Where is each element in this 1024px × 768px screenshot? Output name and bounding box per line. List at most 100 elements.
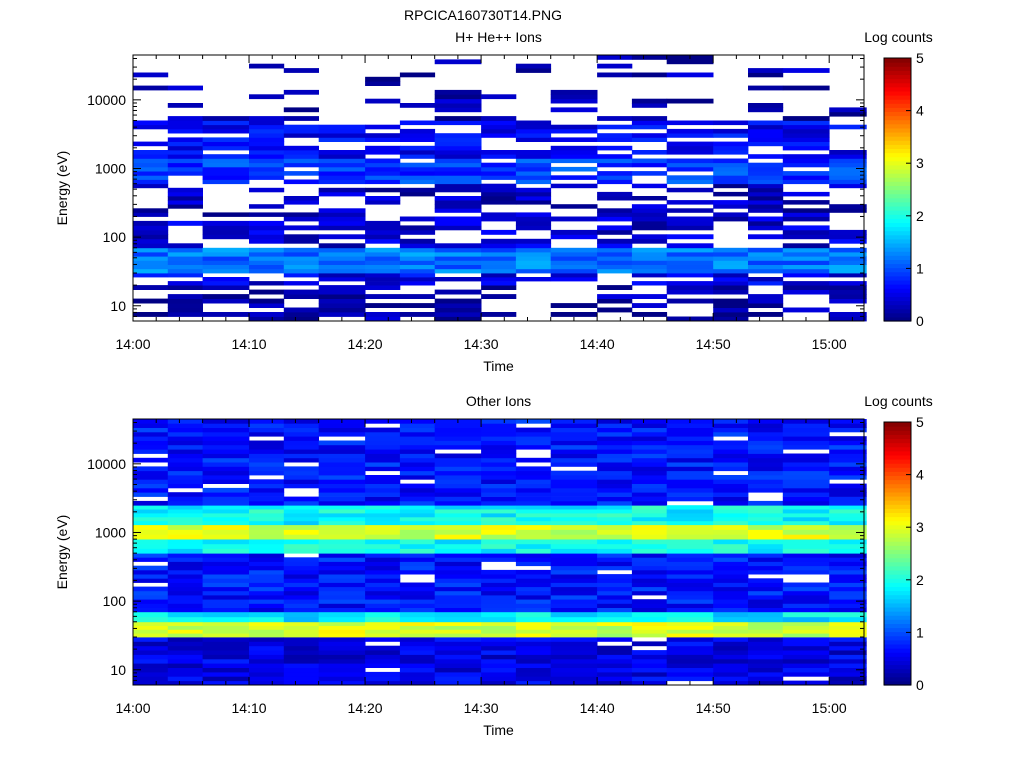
colorbar-frame [883,57,912,322]
heatmap-cell [782,586,830,592]
heatmap-cell [597,607,633,613]
heatmap-cell [782,133,830,138]
heatmap-cell [597,298,633,304]
heatmap-cell [515,466,552,472]
heatmap-cell [399,216,436,222]
heatmap-cell [515,158,552,164]
heatmap-cell [631,124,668,130]
heatmap-cell [631,204,668,209]
heatmap-cell [399,436,436,441]
heatmap-cell [318,124,366,130]
heatmap-cell [597,616,633,623]
colorbar-swatch [884,676,911,682]
heatmap-cell [283,281,319,286]
heatmap-cell [597,307,633,313]
heatmap-cell [318,247,366,253]
heatmap-cell [666,220,714,226]
colorbar-swatch [884,197,911,203]
heatmap-cell [283,574,319,579]
heatmap-cell [550,145,598,151]
heatmap-cell [434,98,482,104]
heatmap-cell [829,111,867,117]
colorbar-swatch [884,606,911,612]
heatmap-cell [782,641,830,647]
heatmap-cell [782,208,830,213]
heatmap-cell [283,128,319,134]
heatmap-cell [631,629,668,634]
heatmap-cell [434,633,482,638]
heatmap-cell [631,633,668,638]
colorbar-swatch [884,300,911,306]
heatmap-cell [318,565,366,571]
heatmap-cell [829,645,867,651]
heatmap-cell [829,543,867,549]
heatmap-cell [782,444,830,450]
heatmap-cell [550,154,598,159]
heatmap-cell [318,298,366,304]
heatmap-cell [550,252,598,257]
heatmap-cell [318,440,366,446]
heatmap-cell [481,548,517,554]
heatmap-cell [365,264,401,270]
heatmap-cell [782,141,830,147]
heatmap-cell [283,440,319,446]
heatmap-cell [399,667,436,673]
heatmap-cell [434,453,482,459]
heatmap-cell [829,427,867,433]
colorbar-swatch [884,508,911,514]
colorbar-swatch [884,635,911,641]
heatmap-cell [481,500,517,506]
heatmap-cell [829,260,867,265]
heatmap-cell [133,171,169,176]
heatmap-cell [399,453,436,459]
heatmap-cell [713,548,749,554]
heatmap-cell [515,548,552,554]
heatmap-cell [666,561,714,567]
heatmap-cell [249,569,285,575]
heatmap-cell [167,453,203,459]
heatmap-cell [666,582,714,588]
heatmap-cell [782,457,830,463]
heatmap-cell [713,289,749,295]
heatmap-cell [399,611,436,618]
heatmap-cell [666,470,714,476]
heatmap-cell [434,171,482,176]
heatmap-cell [550,277,598,282]
heatmap-cell [283,431,319,437]
heatmap-cell [666,457,714,463]
heatmap-cell [782,616,830,623]
heatmap-cell [631,641,668,647]
heatmap-cell [133,633,169,638]
heatmap-cell [283,307,319,313]
heatmap-cell [829,565,867,571]
heatmap-cell [434,436,482,441]
heatmap-cell [748,277,784,282]
heatmap-cell [515,513,552,518]
heatmap-cell [434,158,482,164]
heatmap-cell [829,578,867,583]
heatmap-cell [713,505,749,510]
heatmap-cell [713,599,749,604]
heatmap-cell [202,520,250,526]
colorbar-swatch [884,308,911,314]
heatmap-cell [399,423,436,428]
heatmap-cell [550,427,598,433]
heatmap-cell [481,667,517,673]
heatmap-cell [597,268,633,274]
y-axis-label: Energy (eV) [54,151,70,226]
heatmap-cell [365,268,401,274]
colorbar-swatch [884,500,911,505]
heatmap-cell [515,162,552,168]
heatmap-cell [515,616,552,623]
heatmap-cell [666,483,714,489]
heatmap-cell [133,466,169,472]
heatmap-cell [829,234,867,240]
heatmap-cell [167,680,203,686]
heatmap-cell [829,616,867,623]
heatmap-cell [133,539,169,545]
heatmap-cell [481,516,517,522]
panel-title: H+ He++ Ions [455,29,542,45]
heatmap-cell [481,294,517,299]
colorbar-swatch [884,82,911,88]
heatmap-cell [515,505,552,510]
